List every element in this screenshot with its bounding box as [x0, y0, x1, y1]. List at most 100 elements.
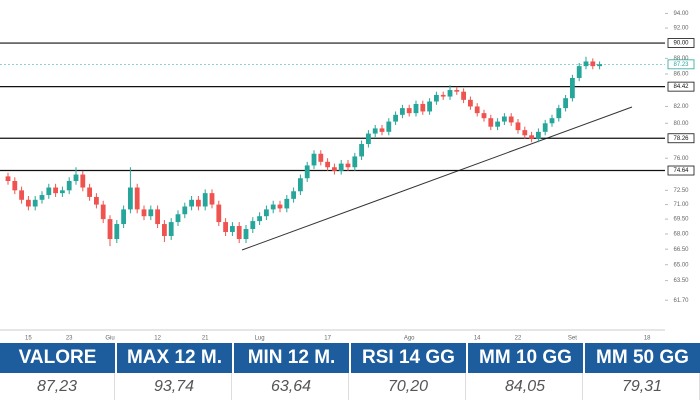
- candle-body: [223, 222, 228, 232]
- x-tick-label: 14: [474, 336, 481, 342]
- header: MIN 12 M.: [234, 343, 349, 373]
- x-tick-label: Giu: [105, 336, 114, 342]
- x-tick-label: 22: [515, 336, 522, 342]
- candle-body: [508, 116, 514, 123]
- level-label: 78.26: [673, 136, 689, 142]
- y-tick-label: 92.00: [673, 26, 689, 32]
- candle-body: [60, 190, 65, 194]
- candle-body: [162, 224, 167, 236]
- y-tick-label: 82.00: [673, 104, 689, 110]
- candle-body: [502, 116, 507, 122]
- candle-body: [434, 94, 439, 102]
- x-tick-label: 23: [66, 336, 73, 342]
- candle-body: [522, 130, 528, 136]
- y-tick-label: 88.00: [673, 56, 689, 62]
- col: MIN 12 M. 63,64: [234, 343, 351, 400]
- candle-body: [454, 90, 460, 92]
- candle-body: [529, 135, 534, 139]
- candle-body: [196, 199, 201, 207]
- candle-body: [372, 128, 378, 134]
- candle-body: [134, 187, 140, 210]
- value: 93,74: [117, 373, 232, 400]
- candle-body: [563, 98, 568, 109]
- candle-body: [155, 209, 160, 225]
- candle-body: [542, 123, 548, 132]
- candle-body: [66, 181, 72, 191]
- candle-body: [284, 198, 290, 209]
- candle-body: [53, 187, 58, 194]
- stats-table: VALORE 87,23 MAX 12 M. 93,74 MIN 12 M. 63,6…: [0, 343, 700, 400]
- y-tick-label: 61.70: [673, 298, 689, 304]
- level-box: [667, 38, 695, 48]
- candle-body: [495, 121, 500, 127]
- candle-body: [46, 187, 52, 196]
- header: VALORE: [0, 343, 115, 373]
- candle-body: [366, 133, 371, 145]
- col: RSI 14 GG 70,20: [351, 343, 468, 400]
- candle-body: [12, 181, 18, 191]
- candle-body: [87, 187, 92, 197]
- candle-body: [291, 191, 296, 199]
- x-tick-label: 17: [324, 336, 331, 342]
- header: RSI 14 GG: [351, 343, 466, 373]
- candle-body: [549, 118, 555, 124]
- value: 84,05: [468, 373, 583, 400]
- y-tick-label: 66.50: [673, 247, 689, 253]
- y-tick-label: 71.00: [673, 202, 689, 208]
- candle-body: [515, 122, 521, 131]
- value: 70,20: [351, 373, 466, 400]
- candle-body: [121, 209, 126, 225]
- value: 63,64: [234, 373, 349, 400]
- candle-body: [80, 174, 86, 188]
- candle-body: [488, 118, 494, 127]
- candle-body: [345, 163, 351, 168]
- candle-body: [583, 61, 589, 67]
- candle-body: [352, 156, 358, 168]
- candle-body: [230, 226, 235, 232]
- level-box: [667, 133, 695, 144]
- level-label: 74.64: [673, 168, 689, 174]
- candle-body: [175, 214, 181, 223]
- candle-body: [325, 161, 330, 168]
- candle-body: [257, 216, 262, 222]
- candle-body: [468, 99, 473, 107]
- y-tick-label: 72.50: [673, 188, 689, 194]
- candle-body: [570, 77, 575, 99]
- candle-body: [264, 209, 269, 217]
- x-tick-label: Set: [568, 336, 577, 342]
- candle-body: [209, 193, 215, 205]
- candle-body: [576, 66, 582, 78]
- candle-body: [332, 167, 337, 171]
- candle-body: [298, 178, 303, 192]
- candle-body: [73, 174, 79, 182]
- col: MAX 12 M. 93,74: [117, 343, 234, 400]
- value: 79,31: [585, 373, 700, 400]
- candle-body: [216, 204, 222, 223]
- candle-body: [189, 199, 194, 207]
- y-tick-label: 94.00: [673, 11, 689, 17]
- candle-body: [359, 144, 364, 157]
- candle-body: [590, 61, 596, 67]
- candle-body: [406, 108, 412, 114]
- candle-body: [556, 108, 562, 119]
- candle-body: [182, 206, 188, 215]
- col: MM 50 GG 79,31: [585, 343, 700, 400]
- candle-body: [311, 153, 317, 166]
- candle-body: [304, 165, 310, 179]
- candle-body: [379, 128, 385, 132]
- y-tick-label: 80.00: [673, 121, 689, 127]
- candle-body: [26, 199, 31, 207]
- x-tick-label: Lug: [255, 336, 265, 342]
- y-tick-label: 76.00: [673, 156, 689, 162]
- col: MM 10 GG 84,05: [468, 343, 585, 400]
- candle-body: [481, 113, 487, 119]
- candle-body: [5, 176, 11, 182]
- x-tick-label: 15: [25, 336, 32, 342]
- y-tick-label: 63.50: [673, 278, 689, 284]
- candle-body: [461, 91, 466, 100]
- candle-body: [447, 90, 453, 97]
- candle-body: [440, 94, 446, 97]
- candle-body: [338, 163, 344, 171]
- header: MM 10 GG: [468, 343, 583, 373]
